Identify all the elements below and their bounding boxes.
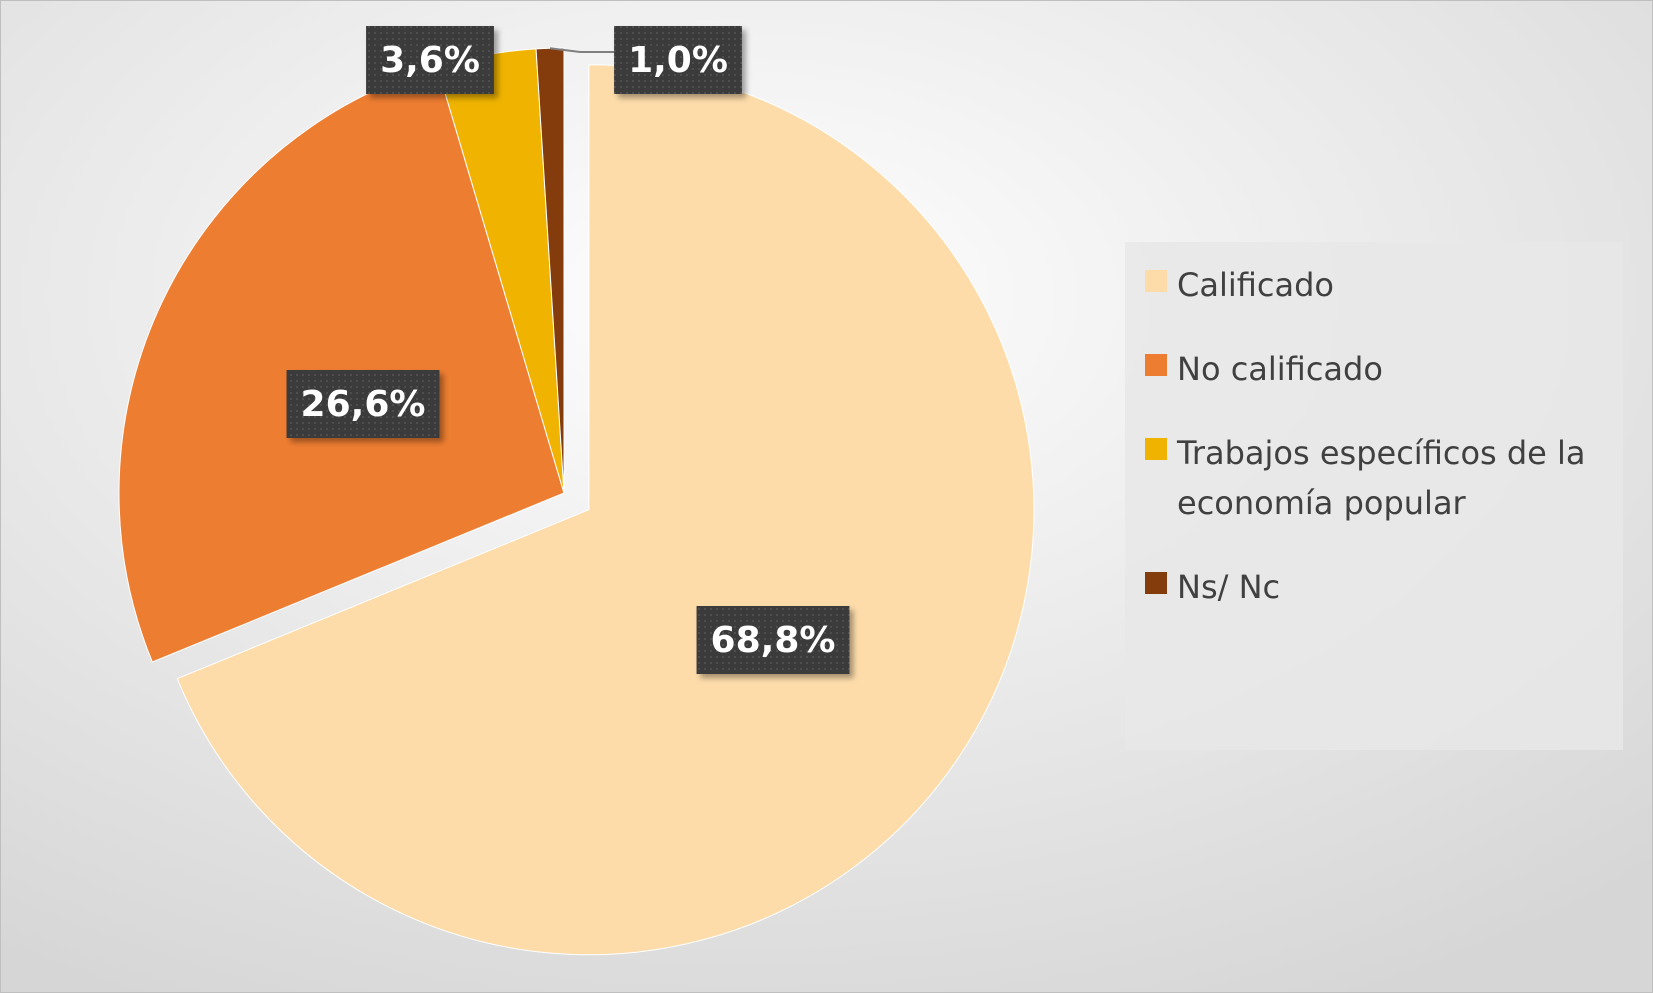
legend-swatch (1145, 572, 1167, 594)
legend-item: Ns/ Nc (1145, 562, 1607, 612)
legend-swatch (1145, 270, 1167, 292)
data-label-box (366, 26, 494, 94)
data-label-text: 3,6% (380, 40, 480, 81)
data-label: 26,6% (286, 370, 440, 438)
leader-line (549, 47, 618, 53)
legend-item: No calificado (1145, 344, 1607, 394)
pie-slice (118, 65, 565, 663)
legend-label: Ns/ Nc (1177, 568, 1281, 606)
data-label: 68,8% (696, 606, 850, 674)
pie-slice (535, 47, 565, 494)
legend: Calificado No calificado Trabajos específi… (1125, 242, 1623, 750)
data-label-text: 26,6% (301, 384, 426, 425)
data-label-box (286, 370, 440, 438)
legend-item: Calificado (1145, 260, 1607, 310)
data-label-text: 1,0% (628, 40, 728, 81)
pie-slice (176, 64, 1035, 956)
legend-label: Calificado (1177, 266, 1334, 304)
data-label-box (696, 606, 850, 674)
data-label: 3,6% (366, 26, 494, 94)
legend-label: No calificado (1177, 350, 1383, 388)
data-label: 1,0% (614, 26, 742, 94)
data-label-text: 68,8% (711, 620, 836, 661)
legend-swatch (1145, 354, 1167, 376)
data-label-box (614, 26, 742, 94)
legend-item: Trabajos específicos de la economía popu… (1145, 428, 1607, 528)
legend-label: Trabajos específicos de la economía popu… (1177, 434, 1586, 522)
legend-swatch (1145, 438, 1167, 460)
